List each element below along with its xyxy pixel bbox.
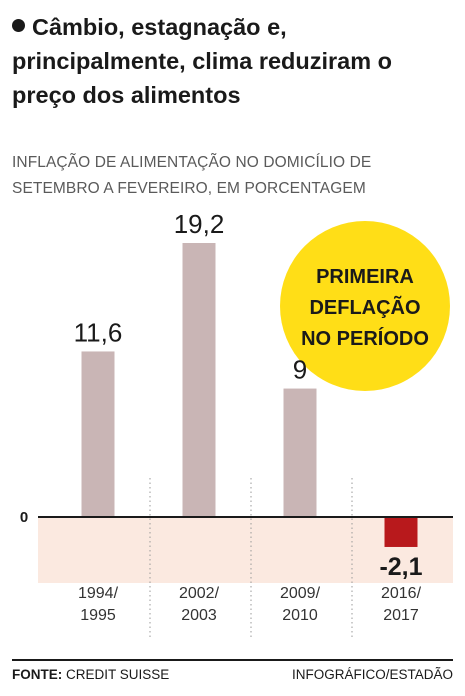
category-label-3-line-1: 2009/ — [280, 585, 321, 602]
category-label-1-line-2: 1995 — [80, 607, 116, 624]
deflation-badge — [280, 221, 450, 391]
category-label-2-line-1: 2002/ — [179, 585, 220, 602]
deflation-badge-line-1: PRIMEIRA — [316, 266, 414, 288]
zero-axis-label: 0 — [20, 509, 28, 526]
source-name: CREDIT SUISSE — [66, 667, 170, 682]
category-label-2-line-2: 2003 — [181, 607, 217, 624]
footer: FONTE: CREDIT SUISSE INFOGRÁFICO/ESTADÃO — [12, 667, 453, 682]
bar-3 — [283, 388, 317, 517]
deflation-badge-line-2: DEFLAÇÃO — [309, 296, 420, 319]
bar-1 — [81, 351, 115, 517]
deflation-badge-line-3: NO PERÍODO — [301, 327, 429, 350]
subtitle-line-1: INFLAÇÃO DE ALIMENTAÇÃO NO DOMICÍLIO DE — [12, 154, 372, 171]
bullet-icon — [12, 19, 25, 32]
category-label-4-line-1: 2016/ — [381, 585, 422, 602]
chart-title-text: Câmbio, estagnação e, principalmente, cl… — [12, 14, 393, 108]
category-label-4-line-2: 2017 — [383, 607, 419, 624]
category-label-1-line-1: 1994/ — [78, 585, 119, 602]
value-label-3: 9 — [293, 355, 307, 385]
source-label: FONTE: — [12, 667, 63, 682]
value-label-2: 19,2 — [174, 209, 225, 239]
infographic-credit: INFOGRÁFICO/ESTADÃO — [291, 667, 453, 682]
subtitle-line-2: SETEMBRO A FEVEREIRO, EM PORCENTAGEM — [12, 180, 366, 197]
chart-title: Câmbio, estagnação e, principalmente, cl… — [12, 10, 460, 112]
value-label-1: 11,6 — [74, 317, 123, 347]
category-label-3-line-2: 2010 — [282, 607, 318, 624]
bar-2 — [182, 243, 216, 517]
footer-rule — [12, 659, 453, 661]
bar-4 — [384, 517, 418, 547]
chart-subtitle: INFLAÇÃO DE ALIMENTAÇÃO NO DOMICÍLIO DE … — [12, 150, 462, 202]
value-label-4: -2,1 — [379, 553, 422, 581]
negative-zone-band — [38, 517, 453, 583]
